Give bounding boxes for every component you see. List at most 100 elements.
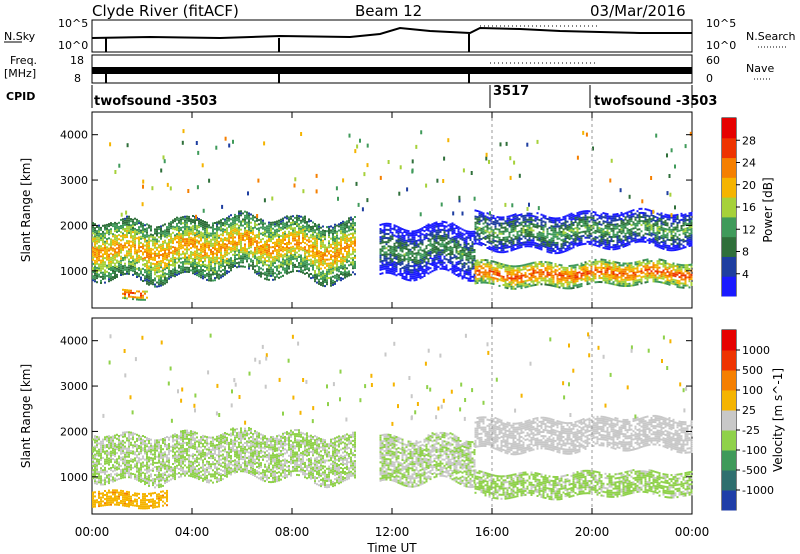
echo-cell bbox=[134, 268, 136, 271]
echo-cell bbox=[242, 249, 244, 252]
echo-cell bbox=[146, 282, 148, 285]
echo-cell bbox=[336, 275, 338, 278]
echo-cell bbox=[220, 262, 222, 265]
echo-cell bbox=[256, 234, 258, 237]
echo-cell bbox=[124, 219, 126, 222]
echo-cell bbox=[142, 224, 144, 227]
echo-cell bbox=[102, 249, 104, 252]
echo-cell bbox=[302, 271, 304, 274]
echo-cell bbox=[660, 277, 663, 280]
echo-cell bbox=[612, 262, 615, 265]
echo-cell bbox=[200, 225, 202, 228]
echo-cell bbox=[391, 231, 394, 234]
echo-cell bbox=[636, 267, 639, 269]
echo-cell bbox=[284, 234, 286, 237]
echo-cell bbox=[240, 249, 242, 251]
echo-cell bbox=[662, 259, 665, 262]
echo-cell bbox=[262, 244, 264, 247]
echo-cell bbox=[688, 280, 691, 283]
echo-cell bbox=[296, 251, 298, 254]
echo-cell bbox=[104, 277, 106, 280]
echo-cell bbox=[642, 261, 645, 264]
echo-cell bbox=[407, 262, 410, 265]
echo-cell bbox=[124, 254, 126, 257]
echo-cell bbox=[490, 282, 493, 285]
echo-cell bbox=[401, 240, 404, 243]
echo-cell bbox=[286, 254, 288, 257]
echo-cell bbox=[618, 282, 621, 285]
echo-cell bbox=[300, 264, 302, 267]
echo-cell bbox=[314, 239, 316, 242]
echo-cell bbox=[116, 243, 118, 246]
echo-cell bbox=[270, 264, 272, 267]
echo-cell bbox=[136, 218, 138, 221]
echo-cell bbox=[118, 227, 120, 230]
echo-cell bbox=[128, 293, 130, 296]
echo-cell bbox=[238, 216, 240, 219]
echo-cell bbox=[473, 234, 476, 237]
echo-cell bbox=[308, 247, 310, 249]
echo-cell bbox=[471, 243, 474, 246]
echo-cell bbox=[292, 245, 294, 248]
echo-cell bbox=[467, 230, 470, 233]
echo-cell bbox=[110, 240, 112, 243]
echo-cell bbox=[338, 254, 340, 256]
echo-cell bbox=[250, 264, 252, 267]
echo-cell bbox=[268, 258, 270, 261]
echo-cell bbox=[178, 229, 180, 232]
echo-cell bbox=[588, 282, 591, 285]
echo-cell bbox=[431, 227, 434, 230]
echo-cell bbox=[96, 281, 98, 284]
echo-cell bbox=[548, 284, 551, 287]
echo-cell bbox=[474, 240, 477, 243]
echo-cell bbox=[423, 226, 426, 228]
echo-cell bbox=[256, 264, 258, 267]
echo-cell bbox=[192, 270, 194, 273]
echo-cell bbox=[449, 241, 452, 244]
echo-cell bbox=[202, 242, 204, 245]
echo-cell bbox=[188, 240, 190, 243]
echo-cell bbox=[465, 236, 468, 239]
echo-cell bbox=[610, 282, 613, 285]
echo-cell bbox=[106, 258, 108, 261]
echo-cell bbox=[200, 243, 202, 246]
echo-cell bbox=[274, 278, 276, 281]
echo-cell bbox=[130, 265, 132, 268]
echo-cell bbox=[564, 273, 567, 275]
echo-cell bbox=[453, 242, 456, 244]
echo-cell bbox=[306, 261, 308, 264]
echo-cell bbox=[268, 252, 270, 255]
echo-cell bbox=[270, 234, 272, 236]
echo-cell bbox=[320, 255, 322, 258]
echo-cell bbox=[98, 269, 100, 272]
echo-cell bbox=[312, 229, 314, 232]
echo-cell bbox=[480, 267, 483, 270]
echo-cell bbox=[94, 253, 96, 256]
echo-cell bbox=[624, 270, 627, 273]
echo-cell bbox=[298, 227, 300, 230]
echo-cell bbox=[474, 236, 477, 238]
echo-cell bbox=[242, 238, 244, 241]
echo-cell bbox=[576, 274, 579, 276]
echo-cell bbox=[634, 273, 637, 276]
echo-cell bbox=[188, 226, 190, 229]
echo-cell bbox=[314, 253, 316, 256]
echo-cell bbox=[510, 277, 513, 280]
echo-cell bbox=[302, 241, 304, 243]
echo-cell bbox=[210, 269, 212, 272]
echo-cell bbox=[94, 280, 96, 283]
echo-cell bbox=[429, 238, 432, 241]
echo-cell bbox=[668, 279, 671, 282]
echo-cell bbox=[562, 285, 565, 288]
echo-cell bbox=[451, 263, 454, 266]
echo-cell bbox=[300, 254, 302, 257]
echo-cell bbox=[158, 266, 160, 269]
echo-cell bbox=[453, 240, 456, 242]
echo-cell bbox=[218, 240, 220, 243]
echo-cell bbox=[433, 234, 436, 237]
echo-cell bbox=[272, 223, 274, 226]
echo-cell bbox=[332, 267, 334, 270]
echo-cell bbox=[164, 252, 166, 254]
echo-cell bbox=[100, 259, 102, 262]
echo-cell bbox=[324, 254, 326, 257]
